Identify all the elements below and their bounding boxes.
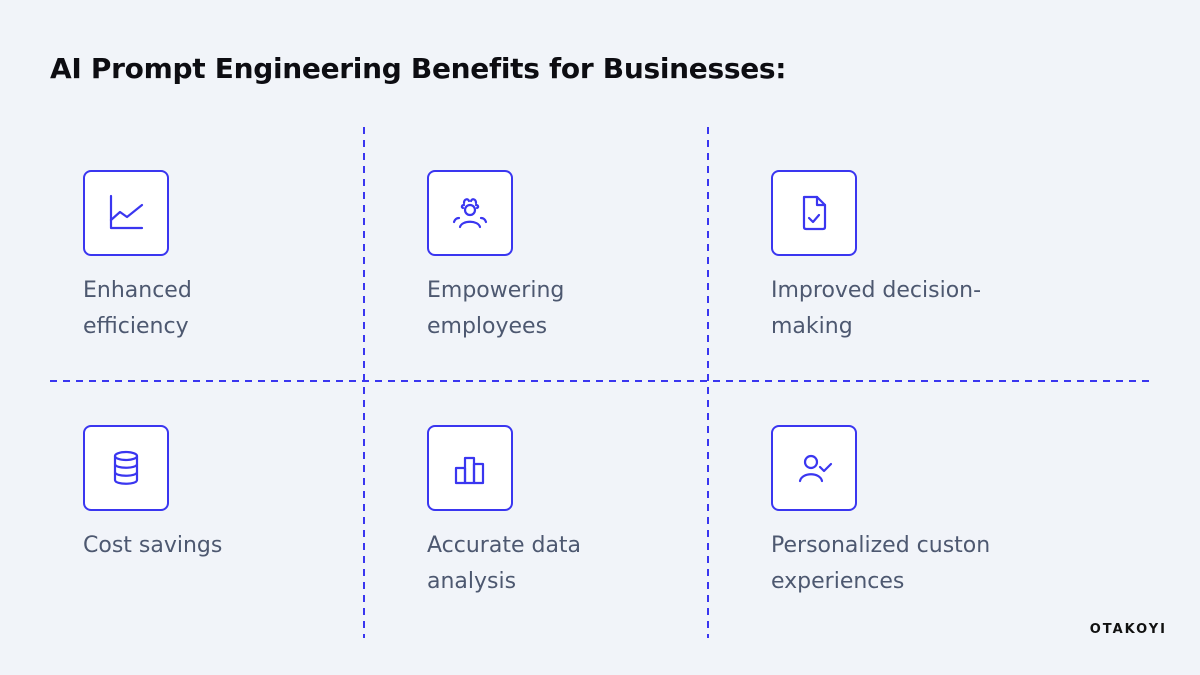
- document-check-icon: [771, 170, 857, 256]
- brand-logo: OTAKOYI: [1089, 622, 1167, 637]
- benefit-label: Accurate data analysis: [427, 533, 582, 594]
- database-icon: [83, 425, 169, 511]
- users-group-icon: [427, 170, 513, 256]
- benefit-card: Accurate data analysis: [427, 425, 727, 600]
- benefit-card: Enhanced efficiency: [83, 170, 383, 345]
- bar-chart-icon: [427, 425, 513, 511]
- benefit-label: Empowering employees: [427, 278, 565, 339]
- benefit-label: Cost savings: [83, 533, 223, 558]
- benefit-label: Improved decision-making: [771, 278, 982, 339]
- page-title: AI Prompt Engineering Benefits for Busin…: [50, 52, 787, 85]
- user-check-icon: [771, 425, 857, 511]
- benefit-card: Personalized custon experiences: [771, 425, 1071, 600]
- benefit-card: Improved decision-making: [771, 170, 1071, 345]
- line-chart-icon: [83, 170, 169, 256]
- benefit-label: Personalized custon experiences: [771, 533, 991, 594]
- benefit-card: Cost savings: [83, 425, 383, 564]
- benefit-label: Enhanced efficiency: [83, 278, 192, 339]
- benefit-card: Empowering employees: [427, 170, 727, 345]
